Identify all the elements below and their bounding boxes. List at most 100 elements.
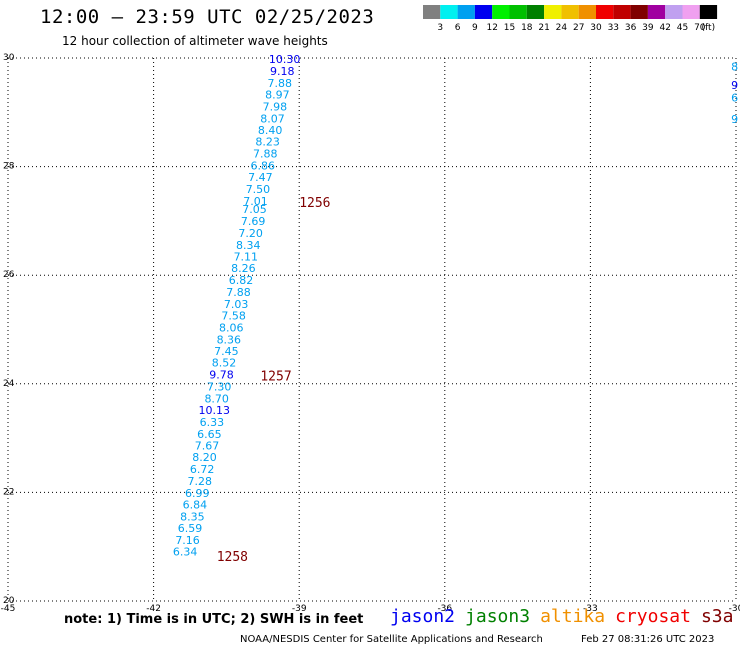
wave-height-point: 6.82 [229, 274, 254, 287]
wave-height-point: 7.50 [246, 183, 271, 196]
wave-height-point: 7.03 [224, 298, 249, 311]
edge-point: 9 [731, 79, 738, 92]
page-title: 12:00 – 23:59 UTC 02/25/2023 [40, 6, 375, 28]
wave-height-point: 6.65 [197, 428, 222, 441]
y-tick-label: 30 [3, 53, 15, 63]
footer-note: note: 1) Time is in UTC; 2) SWH is in fe… [64, 612, 364, 627]
legend-swatch [578, 5, 596, 19]
time-label: 1256 [299, 196, 330, 211]
y-tick-label: 26 [3, 270, 15, 280]
legend-label: 15 [504, 23, 515, 33]
edge-point: 8 [731, 61, 738, 74]
wave-height-point: 6.84 [183, 498, 208, 511]
edge-point: 9 [731, 113, 738, 126]
y-tick-label: 24 [3, 379, 15, 389]
satellite-label: jason2 [390, 606, 456, 627]
wave-height-point: 7.20 [238, 227, 263, 240]
legend-swatch [423, 5, 441, 19]
x-tick-label: -33 [583, 604, 598, 614]
satellite-label: cryosat [615, 606, 691, 627]
y-tick-label: 28 [3, 162, 15, 172]
wave-height-point: 7.28 [187, 475, 212, 488]
wave-height-point: 7.16 [175, 534, 200, 547]
wave-height-point: 8.52 [212, 357, 237, 370]
wave-height-chart: -45-42-39-36-33-3020222426283010.309.187… [1, 53, 740, 614]
satellite-legend: jason2 jason3 altika cryosat s3a [390, 606, 740, 627]
wave-height-point: 6.33 [200, 416, 225, 429]
legend-swatch [665, 5, 683, 19]
legend-label: 36 [625, 23, 637, 33]
wave-height-point: 8.23 [255, 136, 280, 149]
wave-height-point: 7.05 [242, 203, 267, 216]
wave-height-point: 6.59 [178, 522, 203, 535]
legend-swatch [647, 5, 666, 19]
legend-label: 39 [642, 23, 654, 33]
legend-label: 45 [677, 23, 688, 33]
legend-swatch [457, 5, 475, 19]
wave-height-point: 7.58 [221, 309, 246, 322]
legend-swatch [474, 5, 493, 19]
legend-swatch [509, 5, 527, 19]
wave-height-point: 7.88 [226, 286, 251, 299]
time-label: 1257 [260, 370, 291, 385]
color-legend: 3 6 9 12 15 18 21 24 27 30 33 36 39 42 45 70(ft) [423, 5, 718, 33]
legend-swatch [630, 5, 648, 19]
legend-label: 6 [455, 23, 461, 33]
legend-swatch [596, 5, 614, 19]
legend-label: 70 [694, 23, 706, 33]
wave-height-point: 6.72 [190, 463, 215, 476]
wave-height-point: 7.30 [207, 381, 232, 394]
x-tick-label: -36 [437, 604, 452, 614]
satellite-label: s3a [700, 606, 734, 627]
wave-height-point: 7.69 [241, 215, 266, 228]
legend-label: 30 [590, 23, 602, 33]
wave-height-point: 6.86 [251, 160, 276, 173]
legend-label: 9 [472, 23, 478, 33]
time-label: 1258 [217, 550, 248, 565]
wave-height-point: 7.88 [268, 77, 293, 90]
legend-label: 18 [521, 23, 533, 33]
wave-height-point: 9.18 [270, 65, 295, 78]
satellite-label: altika [540, 606, 606, 627]
wave-height-point: 6.99 [185, 487, 210, 500]
wave-height-point: 7.45 [214, 345, 239, 358]
legend-swatch [561, 5, 579, 19]
legend-swatch [682, 5, 700, 19]
wave-height-point: 8.97 [265, 88, 290, 101]
x-tick-label: -42 [146, 604, 161, 614]
wave-height-point: 7.98 [263, 100, 288, 113]
page-subtitle: 12 hour collection of altimeter wave hei… [62, 34, 328, 48]
wave-height-point: 9.78 [209, 369, 234, 382]
legend-unit: (ft) [702, 23, 716, 33]
edge-point: 6 [731, 92, 738, 105]
legend-label: 21 [538, 23, 549, 33]
wave-height-point: 8.34 [236, 239, 261, 252]
legend-swatch [492, 5, 510, 19]
legend-label: 42 [659, 23, 670, 33]
wave-height-point: 7.88 [253, 148, 278, 161]
wave-height-point: 7.11 [234, 251, 259, 264]
wave-height-point: 8.35 [180, 510, 205, 523]
legend-label: 24 [556, 23, 568, 33]
wave-height-point: 10.30 [269, 53, 301, 66]
legend-label: 33 [608, 23, 619, 33]
x-tick-label: -39 [292, 604, 307, 614]
legend-swatch [699, 5, 718, 19]
wave-height-point: 8.20 [192, 451, 217, 464]
legend-label: 27 [573, 23, 584, 33]
x-tick-label: -30 [729, 604, 740, 614]
wave-height-point: 8.26 [231, 262, 256, 275]
legend-swatch [526, 5, 545, 19]
wave-height-point: 8.06 [219, 321, 244, 334]
legend-label: 12 [486, 23, 497, 33]
wave-height-point: 8.40 [258, 124, 283, 137]
footer-credit: NOAA/NESDIS Center for Satellite Applica… [240, 634, 543, 645]
y-tick-label: 22 [3, 487, 14, 497]
wave-height-point: 8.70 [204, 392, 229, 405]
wave-height-point: 8.07 [260, 112, 285, 125]
y-tick-label: 20 [3, 596, 15, 606]
wave-height-point: 7.67 [195, 440, 220, 453]
wave-height-point: 8.36 [217, 333, 242, 346]
wave-height-point: 6.34 [173, 546, 198, 559]
x-tick-label: -45 [1, 604, 16, 614]
